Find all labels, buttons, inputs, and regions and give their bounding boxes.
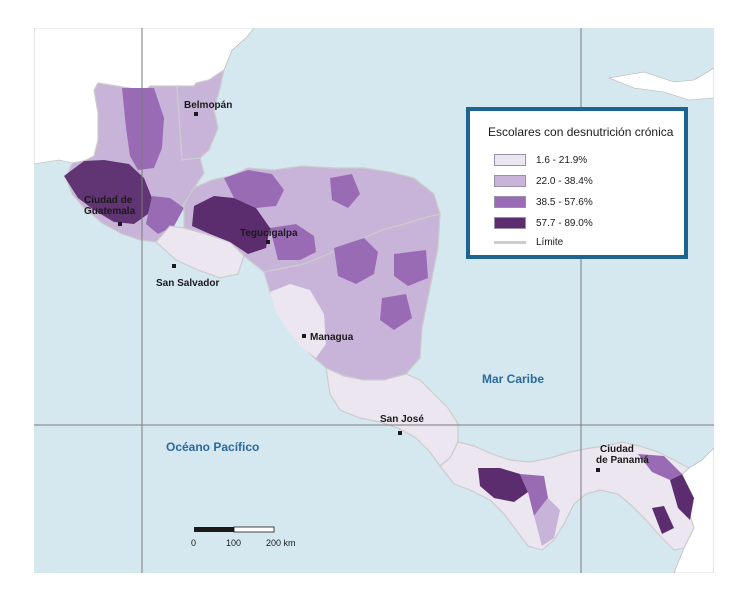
panama-high-east [670,474,694,520]
city-marker [172,264,176,268]
panama-land [439,441,695,551]
nicaragua-mid-3 [380,294,412,330]
city-belmopan[interactable]: Belmopán [184,100,232,116]
legend-label: 1.6 - 21.9% [536,154,588,166]
legend-swatch [494,217,526,229]
city-panama[interactable]: Ciudad de Panamá [596,444,649,472]
panama-high-west [478,468,528,502]
panama-mid-east [638,454,682,480]
city-label-san-jose: San José [380,414,424,425]
legend-item-2: 22.0 - 38.4% [494,174,593,188]
city-label-panama-line1: Ciudad [600,444,634,455]
guatemala-mid-east [146,196,184,234]
city-label-panama-line2: de Panamá [596,455,649,466]
city-san-jose[interactable]: San José [380,414,424,435]
city-marker [266,240,270,244]
legend-item-4: 57.7 - 89.0% [494,216,593,230]
legend-label: 22.0 - 38.4% [536,175,593,187]
legend-swatch [494,175,526,187]
legend-swatch [494,196,526,208]
city-managua[interactable]: Managua [302,332,354,343]
legend-limit-line [494,240,526,244]
city-label-guatemala-line1: Ciudad de [84,195,133,206]
city-tegucigalpa[interactable]: Tegucigalpa [240,228,298,244]
legend-label: 57.7 - 89.0% [536,217,593,229]
scale-segment-light [233,526,275,533]
city-guatemala[interactable]: Ciudad de Guatemala [84,195,136,226]
city-marker [194,112,198,116]
sea-label-pacific: Océano Pacífico [166,440,259,454]
scale-segment-dark [194,527,234,532]
city-label-guatemala-line2: Guatemala [84,206,136,217]
city-marker [302,334,306,338]
honduras-high [192,196,270,254]
city-label-belmopan: Belmopán [184,100,232,111]
city-label-managua: Managua [310,332,354,343]
legend-item-3: 38.5 - 57.6% [494,195,593,209]
legend-box: Escolares con desnutrición crónica 1.6 -… [466,107,688,259]
city-marker [596,468,600,472]
honduras-mid [224,170,284,208]
city-label-san-salvador: San Salvador [156,278,219,289]
legend-swatch [494,154,526,166]
legend-label-limit: Límite [536,236,564,248]
legend-item-limit: Límite [494,235,563,249]
panama-mid [534,498,560,546]
nicaragua-mid [334,238,378,284]
legend-item-1: 1.6 - 21.9% [494,153,587,167]
guatemala-mid [122,88,164,170]
scale-tick-100: 100 [226,538,241,548]
panama-high-darien [652,506,674,534]
nicaragua-low [270,284,326,358]
sea-label-caribbean: Mar Caribe [482,372,544,386]
city-san-salvador[interactable]: San Salvador [156,264,219,289]
guatemala-high [64,160,152,224]
city-marker [398,431,402,435]
honduras-mid-3 [330,174,360,208]
city-label-tegucigalpa: Tegucigalpa [240,228,298,239]
panama-mid-west [520,474,548,516]
scale-tick-0: 0 [191,538,196,548]
legend-label: 38.5 - 57.6% [536,196,593,208]
scale-bar: 0 100 200 km [191,526,296,548]
city-marker [118,222,122,226]
honduras-mid-2 [270,224,316,260]
scale-tick-200: 200 km [266,538,296,548]
legend-title: Escolares con desnutrición crónica [488,125,674,139]
nicaragua-mid-2 [394,250,428,286]
